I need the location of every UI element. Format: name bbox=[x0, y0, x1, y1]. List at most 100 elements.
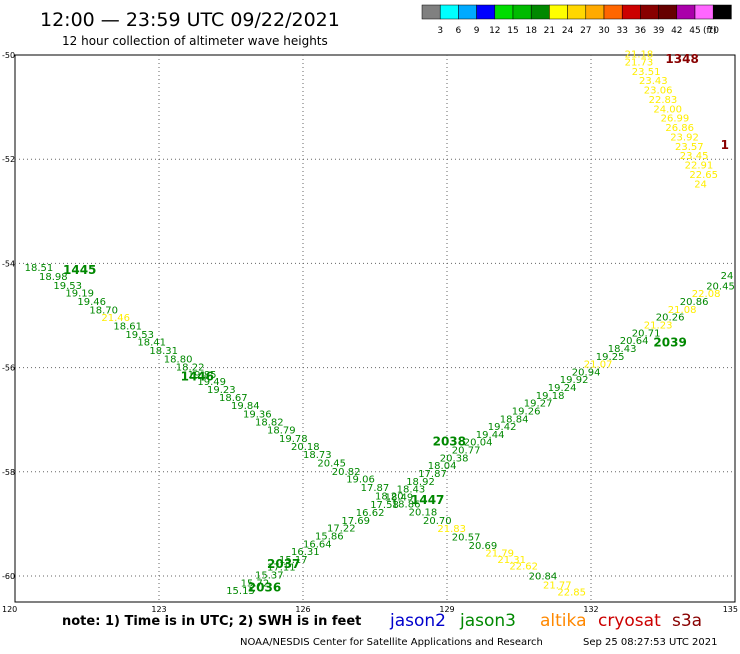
time-label-1447: 1447 bbox=[411, 493, 444, 507]
scale-tick-label: 30 bbox=[598, 26, 610, 36]
wave-height-label: 18.79 bbox=[267, 426, 296, 437]
scale-tick-label: 15 bbox=[507, 26, 518, 36]
wave-height-label: 18.43 bbox=[397, 485, 426, 496]
wave-height-label: 20.04 bbox=[464, 438, 493, 449]
wave-height-label: 19.19 bbox=[65, 289, 94, 300]
wave-height-label: 22.65 bbox=[689, 170, 718, 181]
scale-swatch bbox=[567, 4, 587, 20]
wave-height-label: 19.23 bbox=[207, 385, 236, 396]
lon-tick-label: 126 bbox=[295, 605, 310, 614]
map-axis-labels: -50 -52 -54 -56 -58 -60 120 123 126 129 132 135 bbox=[2, 51, 738, 614]
wave-height-label: 21.18 bbox=[625, 50, 654, 61]
wave-height-label: 21.07 bbox=[584, 360, 613, 371]
scale-tick-label: 27 bbox=[580, 26, 591, 36]
wave-height-label: 20.26 bbox=[656, 313, 685, 324]
wave-height-label: 18.41 bbox=[137, 338, 166, 349]
wave-height-label: 22.83 bbox=[649, 95, 678, 106]
wave-height-label: 21.08 bbox=[668, 305, 697, 316]
scale-swatch bbox=[694, 4, 714, 20]
lat-tick-label: -52 bbox=[2, 155, 15, 164]
scale-swatch bbox=[712, 4, 732, 20]
legend-jason3: jason3 bbox=[459, 611, 516, 631]
time-label-1446: 1446 bbox=[181, 370, 214, 384]
wave-height-label: 21.83 bbox=[437, 524, 466, 535]
legend-cryosat: cryosat bbox=[598, 611, 661, 631]
wave-height-label: 20.18 bbox=[409, 508, 438, 519]
wave-height-label: 21.31 bbox=[497, 555, 526, 566]
wave-height-label: 19.44 bbox=[476, 430, 505, 441]
wave-height-label: 20.86 bbox=[680, 297, 709, 308]
scale-swatch bbox=[512, 4, 532, 20]
wave-height-label: 23.92 bbox=[670, 132, 699, 143]
wave-height-label: 19.92 bbox=[560, 375, 589, 386]
lat-tick-label: -50 bbox=[2, 51, 15, 60]
wave-height-label: 20.45 bbox=[317, 459, 346, 470]
scale-swatch bbox=[421, 4, 441, 20]
map-grid bbox=[15, 55, 735, 602]
wave-height-label: 17.87 bbox=[361, 483, 390, 494]
legend-jason2: jason2 bbox=[389, 611, 446, 631]
color-scale-legend: 3 6 9 12 15 18 21 24 27 30 33 36 39 42 45 70 bbox=[421, 4, 732, 36]
wave-height-label: 15.15 bbox=[226, 586, 255, 597]
scale-swatch bbox=[676, 4, 696, 20]
wave-height-label: 20.18 bbox=[291, 442, 320, 453]
wave-height-label: 17.11 bbox=[267, 563, 296, 574]
wave-height-label: 23.51 bbox=[632, 67, 661, 78]
lon-tick-label: 135 bbox=[723, 605, 738, 614]
note-text: note: 1) Time is in UTC; 2) SWH is in fe… bbox=[62, 614, 361, 629]
wave-height-label: 20.71 bbox=[632, 328, 661, 339]
wave-height-label: 21.73 bbox=[625, 57, 654, 68]
wave-height-label: 22.08 bbox=[692, 289, 721, 300]
wave-height-label: 24.00 bbox=[653, 104, 682, 115]
wave-height-label: 19.18 bbox=[536, 391, 565, 402]
scale-tick-label: 36 bbox=[635, 26, 647, 36]
wave-height-label: 18.92 bbox=[406, 477, 435, 488]
wave-height-label: 18.84 bbox=[500, 414, 529, 425]
wave-height-label: 19.27 bbox=[524, 399, 553, 410]
wave-height-label: 19.53 bbox=[53, 281, 82, 292]
legend-s3a: s3a bbox=[672, 611, 702, 631]
wave-height-label: 19.24 bbox=[548, 383, 577, 394]
time-label-2039: 2039 bbox=[653, 336, 686, 350]
scale-swatch bbox=[439, 4, 459, 20]
wave-height-label: 18.43 bbox=[608, 344, 637, 355]
lon-tick-label: 120 bbox=[2, 605, 17, 614]
wave-height-label: 19.42 bbox=[488, 422, 517, 433]
wave-height-label: 19.53 bbox=[125, 330, 154, 341]
wave-height-label: 17.69 bbox=[341, 516, 370, 527]
wave-height-label: 20.57 bbox=[452, 533, 481, 544]
scale-swatch bbox=[640, 4, 659, 20]
wave-height-label: 21.23 bbox=[644, 321, 673, 332]
wave-height-label: 19.78 bbox=[279, 434, 308, 445]
wave-height-label: 24 bbox=[694, 179, 707, 190]
wave-height-label: 26.86 bbox=[665, 123, 694, 134]
wave-height-label: 18.82 bbox=[255, 417, 284, 428]
wave-height-label: 17.58 bbox=[370, 500, 399, 511]
scale-tick-label: 21 bbox=[544, 26, 555, 36]
wave-height-label: 16.31 bbox=[291, 547, 320, 558]
time-label-2038: 2038 bbox=[433, 435, 466, 449]
wave-height-label: 15.17 bbox=[279, 555, 308, 566]
wave-height-label: 19.84 bbox=[231, 401, 260, 412]
wave-height-label: 22.85 bbox=[557, 588, 586, 599]
scale-tick-label: 6 bbox=[456, 26, 462, 36]
wave-height-label: 19.06 bbox=[346, 475, 375, 486]
scale-swatch bbox=[476, 4, 496, 20]
scale-tick-label: 9 bbox=[474, 26, 480, 36]
wave-height-label: 20.45 bbox=[706, 281, 735, 292]
footer-credit: NOAA/NESDIS Center for Satellite Applica… bbox=[240, 637, 543, 648]
wave-height-label: 17.87 bbox=[418, 469, 447, 480]
lat-tick-label: -60 bbox=[2, 572, 15, 581]
scale-swatch bbox=[658, 4, 678, 20]
wave-height-label: 22.62 bbox=[509, 562, 538, 573]
wave-height-label: 17.22 bbox=[327, 524, 356, 535]
wave-height-label: 18.22 bbox=[176, 363, 205, 374]
wave-height-label: 21.79 bbox=[485, 549, 514, 560]
satellite-legend: jason2 jason3 altika cryosat s3a bbox=[389, 611, 702, 631]
wave-height-label: 15.72 bbox=[241, 578, 270, 589]
wave-height-label: 16.64 bbox=[303, 539, 332, 550]
wave-height-label: 18.51 bbox=[25, 263, 54, 274]
time-label-1445: 1445 bbox=[63, 263, 96, 277]
time-label-2036: 2036 bbox=[248, 581, 281, 595]
wave-height-label: 23.06 bbox=[644, 86, 673, 97]
